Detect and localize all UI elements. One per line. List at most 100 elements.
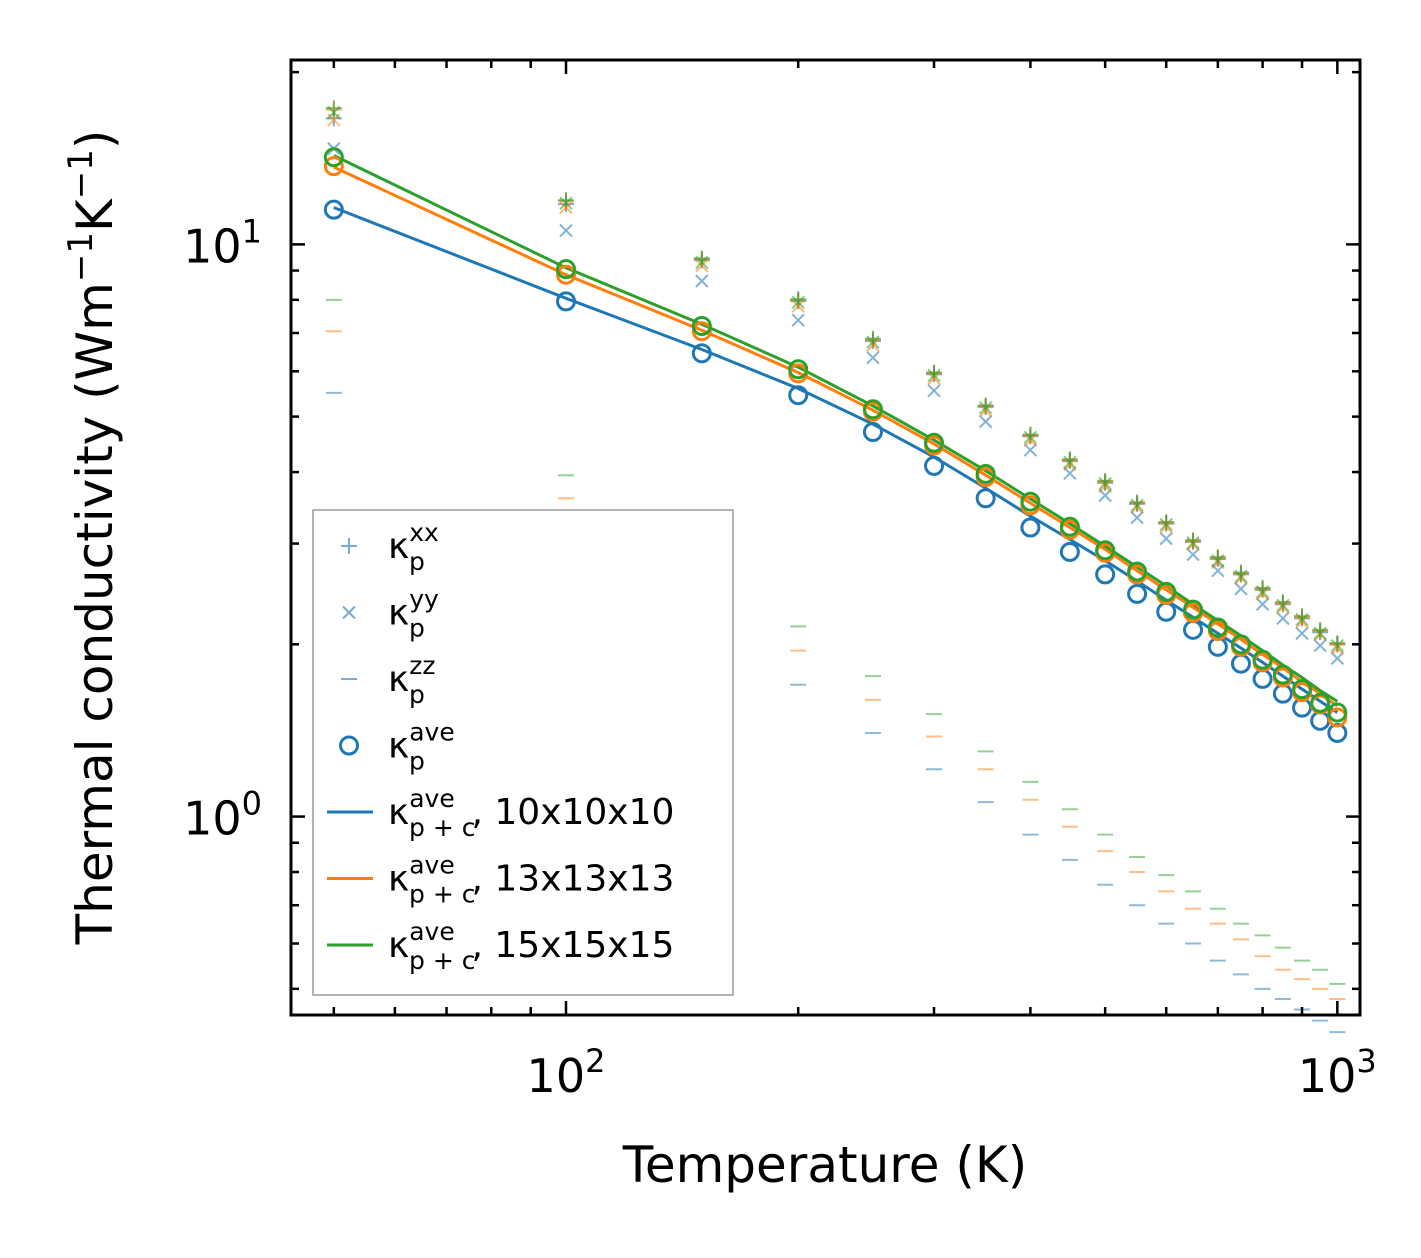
point-kyy-13x13x13-500-d2 (1098, 479, 1112, 493)
legend-subscript: p (409, 547, 425, 576)
legend-marker-circle (339, 735, 359, 756)
point-kyy-15x15x15-200 (791, 295, 805, 310)
legend-entry-0: κxx p (341, 518, 439, 576)
series-line-10x10x10 (333, 206, 1339, 714)
point-kyy-13x13x13-850-d2 (1276, 600, 1290, 615)
legend-entry-2: κzz p (341, 651, 435, 709)
point-kyy-15x15x15-750 (1234, 569, 1248, 583)
point-kyy-10x10x10-150 (695, 274, 709, 288)
legend-label: κzz p (388, 651, 435, 709)
legend-subscript: p (409, 747, 425, 776)
y-tick-label-10: 101 (183, 212, 262, 273)
legend-entry-1: κyy p (342, 585, 439, 643)
point-kyy-13x13x13-100 (559, 200, 573, 215)
point-kave-10x10x10-50-ring (323, 199, 344, 220)
point-kyy-15x15x15-200-d2 (791, 295, 805, 310)
point-kyy-10x10x10-350 (978, 414, 993, 429)
legend-kappa: κ (388, 792, 409, 833)
point-kyy-10x10x10-950-d2 (1313, 638, 1327, 653)
legend-box (312, 509, 734, 996)
point-kyy-10x10x10-900 (1295, 626, 1309, 641)
legend-kappa: κ (388, 526, 409, 567)
point-kyy-13x13x13-400 (1023, 433, 1038, 447)
legend-label: κave p + c, 10x10x10 (388, 784, 674, 842)
point-kyy-13x13x13-250 (866, 338, 880, 352)
point-kyy-10x10x10-300 (927, 383, 941, 398)
point-kave-15x15x15-350-ring (975, 463, 996, 484)
point-kyy-15x15x15-1000 (1330, 638, 1345, 653)
series-kyy-13x13x13 (327, 113, 1345, 655)
point-kyy-10x10x10-100 (559, 223, 573, 238)
point-kyy-13x13x13-100-d2 (559, 200, 573, 215)
point-kave-10x10x10-450 (1059, 541, 1080, 562)
x-tick-label-1000: 103 (1298, 1042, 1377, 1103)
point-kyy-13x13x13-700-d2 (1211, 555, 1225, 570)
legend-kappa: κ (388, 593, 409, 634)
point-kave-10x10x10-500 (1095, 564, 1116, 585)
y-axis-title-exp2: −1 (61, 149, 101, 199)
legend-superscript: ave (409, 917, 455, 946)
point-kyy-10x10x10-800-d2 (1255, 597, 1270, 611)
point-kyy-10x10x10-350-d2 (978, 414, 993, 429)
point-kave-10x10x10-500-ring (1095, 564, 1116, 585)
legend-superscript: ave (409, 851, 455, 880)
point-kave-15x15x15-900-ring (1292, 679, 1313, 700)
point-kave-10x10x10-300 (924, 455, 945, 476)
point-kyy-10x10x10-400-d2 (1023, 443, 1038, 457)
point-kave-10x10x10-350 (975, 488, 996, 509)
y-tick-label-10-base: 10 (183, 219, 242, 273)
point-kyy-10x10x10-250 (866, 350, 880, 365)
legend-superscript: zz (409, 651, 435, 680)
point-kyy-13x13x13-1000-d2 (1330, 641, 1345, 655)
point-kave-15x15x15-50 (323, 147, 344, 168)
point-kave-10x10x10-300-ring (924, 455, 945, 476)
legend-subscript: p (409, 614, 425, 643)
y-axis-title: Thermal conductivity (Wm−1K−1) (61, 130, 124, 946)
legend-marker-circle-ring (339, 735, 359, 756)
legend-suffix: , 10x10x10 (472, 792, 675, 833)
point-kave-10x10x10-1000 (1327, 722, 1348, 743)
legend-superscript: xx (409, 518, 439, 547)
point-kave-10x10x10-750-ring (1230, 653, 1251, 674)
x-tick-label-1000-exp: 3 (1356, 1042, 1376, 1080)
point-kyy-15x15x15-150 (695, 255, 709, 270)
point-kave-10x10x10-1000-ring (1327, 722, 1348, 743)
point-kave-10x10x10-250 (862, 421, 883, 442)
series-kave-10x10x10 (323, 199, 1348, 743)
point-kyy-13x13x13-700 (1211, 555, 1225, 570)
point-kave-15x15x15-1000-ring (1327, 702, 1348, 723)
point-kyy-15x15x15-500-d2 (1098, 476, 1112, 491)
point-kyy-15x15x15-550-d2 (1130, 498, 1144, 512)
point-kave-15x15x15-200 (788, 359, 809, 380)
legend-suffix: , 15x15x15 (472, 925, 675, 966)
y-tick-label-10-exp: 1 (242, 212, 262, 250)
point-kave-15x15x15-250-ring (862, 399, 883, 420)
point-kave-15x15x15-800-ring (1252, 649, 1273, 670)
point-kyy-15x15x15-450-d2 (1063, 455, 1077, 470)
point-kyy-13x13x13-300-d2 (927, 371, 941, 386)
point-kyy-15x15x15-600-d2 (1159, 517, 1173, 532)
y-axis-title-exp1: −1 (61, 232, 101, 282)
legend-subscript: p + c (409, 813, 475, 842)
legend-subscript: p + c (409, 880, 475, 909)
legend-label: κyy p (388, 585, 439, 643)
point-kyy-13x13x13-750 (1234, 571, 1248, 585)
point-kyy-13x13x13-200 (791, 299, 805, 313)
point-kyy-15x15x15-850 (1276, 598, 1290, 613)
point-kyy-15x15x15-300 (927, 368, 941, 383)
point-kyy-13x13x13-550 (1130, 500, 1144, 515)
point-kyy-15x15x15-950 (1313, 626, 1327, 641)
point-kave-15x15x15-600 (1156, 581, 1177, 602)
legend-entry-6: κave p + c, 15x15x15 (327, 917, 674, 975)
point-kyy-10x10x10-850 (1276, 611, 1290, 626)
y-axis-title-unit-k: K (66, 198, 124, 232)
point-kave-10x10x10-250-ring (862, 421, 883, 442)
point-kxx-15x15x15-200 (790, 291, 807, 308)
point-kyy-10x10x10-1000-d2 (1330, 651, 1345, 666)
legend-superscript: yy (409, 585, 439, 614)
point-kyy-10x10x10-100-d2 (559, 223, 573, 238)
